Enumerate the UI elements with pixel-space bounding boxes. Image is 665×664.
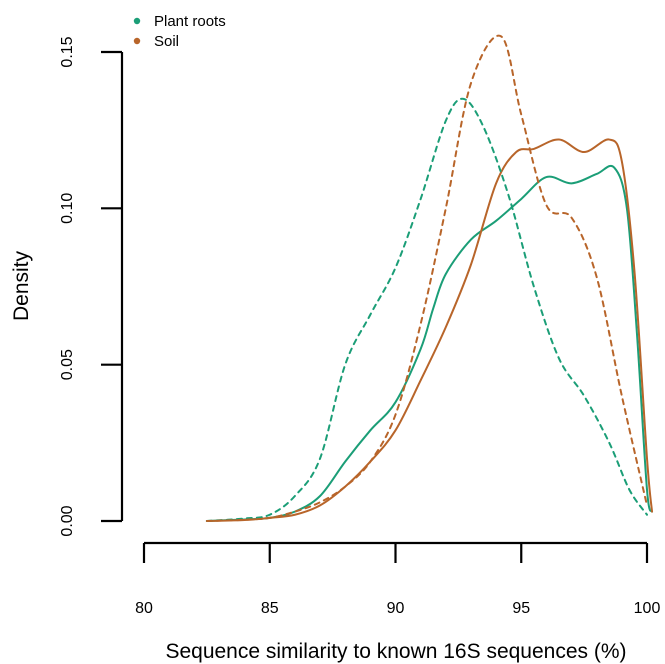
x-axis: 80 85 90 95 100 <box>135 541 661 617</box>
x-tick-label: 95 <box>512 600 530 617</box>
y-axis: 0.00 0.05 0.10 0.15 <box>59 36 124 537</box>
series-layer <box>205 34 654 522</box>
x-axis-title: Sequence similarity to known 16S sequenc… <box>165 640 626 663</box>
y-tick-label: 0.00 <box>59 505 76 536</box>
legend-label-plant-roots: Plant roots <box>154 13 226 30</box>
y-axis-title: Density <box>10 250 33 321</box>
legend: Plant roots Soil <box>133 13 226 50</box>
series-line-plant-roots-dashed <box>205 97 648 522</box>
y-tick-label: 0.10 <box>59 193 76 224</box>
legend-marker-soil <box>133 37 141 45</box>
y-tick-label: 0.15 <box>59 36 76 67</box>
x-tick-label: 80 <box>135 600 153 617</box>
series-line-plant-roots-solid <box>205 164 654 522</box>
x-tick-label: 85 <box>261 600 279 617</box>
series-line-soil-solid <box>205 138 654 522</box>
legend-label-soil: Soil <box>154 33 179 50</box>
series-line-soil-dashed <box>205 34 648 522</box>
y-tick-label: 0.05 <box>59 349 76 380</box>
x-tick-label: 100 <box>634 600 661 617</box>
x-tick-label: 90 <box>387 600 405 617</box>
legend-marker-plant-roots <box>133 17 141 25</box>
